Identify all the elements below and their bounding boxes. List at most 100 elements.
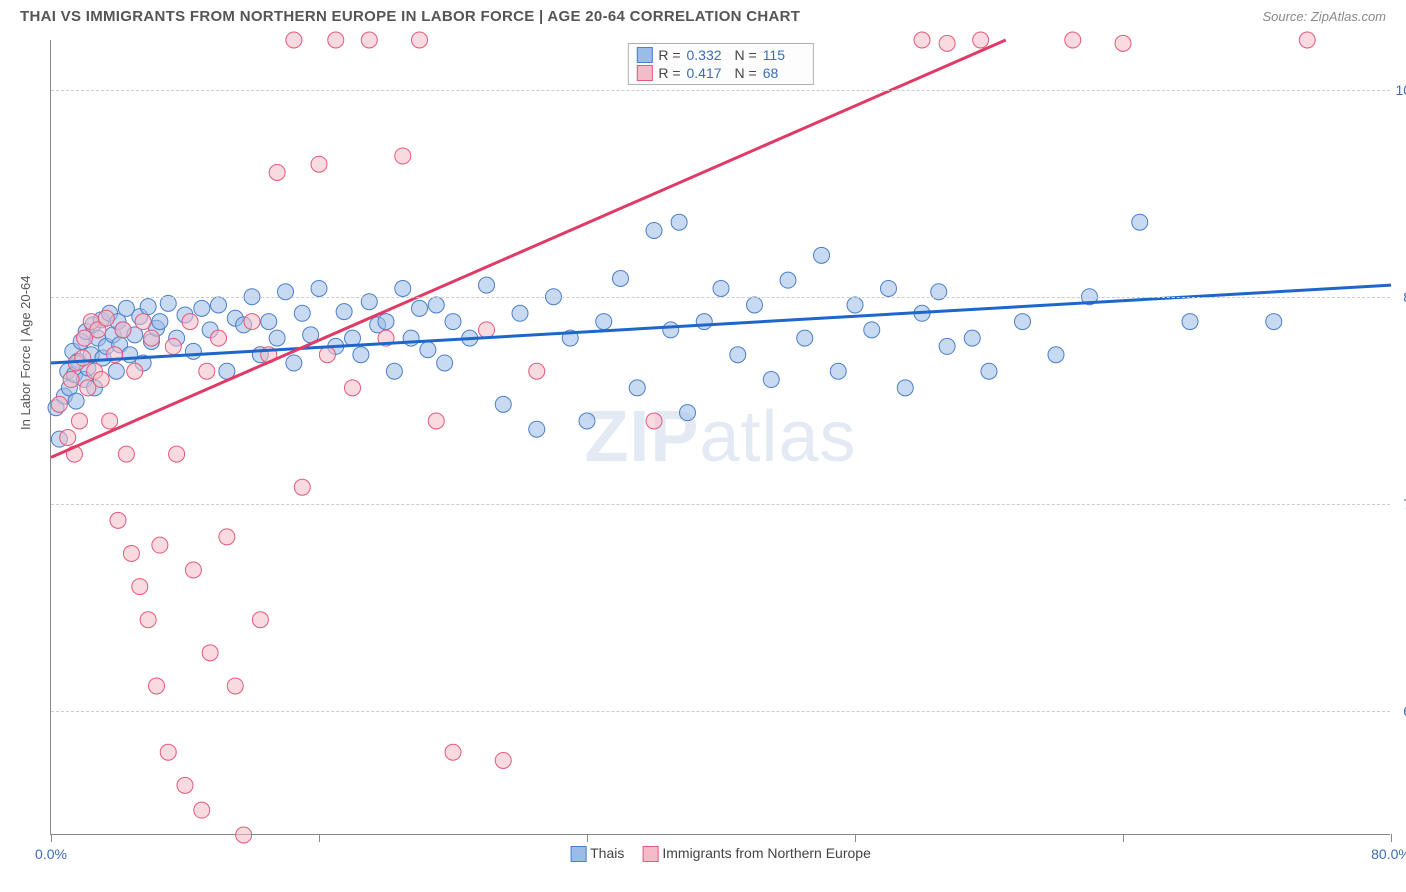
gridline-h (51, 90, 1390, 91)
chart-title: THAI VS IMMIGRANTS FROM NORTHERN EUROPE … (20, 8, 800, 25)
legend-row-thais: R = 0.332 N = 115 (636, 46, 804, 64)
data-point (261, 314, 277, 330)
data-point (981, 363, 997, 379)
legend-item-ne: Immigrants from Northern Europe (642, 845, 871, 862)
data-point (428, 413, 444, 429)
data-point (1015, 314, 1031, 330)
data-point (529, 363, 545, 379)
data-point (102, 413, 118, 429)
data-point (395, 148, 411, 164)
data-point (75, 350, 91, 366)
data-point (964, 330, 980, 346)
data-point (227, 678, 243, 694)
x-tick-label: 0.0% (35, 846, 67, 862)
data-point (881, 280, 897, 296)
data-point (428, 297, 444, 313)
data-point (897, 380, 913, 396)
data-point (629, 380, 645, 396)
data-point (115, 322, 131, 338)
swatch-thais-icon (570, 846, 586, 862)
data-point (412, 32, 428, 48)
data-point (646, 222, 662, 238)
data-point (202, 645, 218, 661)
data-point (244, 314, 260, 330)
data-point (437, 355, 453, 371)
legend-row-ne: R = 0.417 N = 68 (636, 64, 804, 82)
data-point (378, 314, 394, 330)
data-point (169, 446, 185, 462)
data-point (1132, 214, 1148, 230)
data-point (1299, 32, 1315, 48)
legend-item-thais: Thais (570, 845, 624, 862)
data-point (98, 310, 114, 326)
data-point (830, 363, 846, 379)
data-point (713, 280, 729, 296)
data-point (152, 537, 168, 553)
data-point (60, 430, 76, 446)
data-point (445, 744, 461, 760)
data-point (211, 330, 227, 346)
x-tick (855, 834, 856, 842)
x-tick (319, 834, 320, 842)
data-point (108, 363, 124, 379)
data-point (395, 280, 411, 296)
gridline-h (51, 504, 1390, 505)
data-point (294, 305, 310, 321)
data-point (194, 300, 210, 316)
data-point (596, 314, 612, 330)
data-point (495, 752, 511, 768)
x-tick-label: 80.0% (1371, 846, 1406, 862)
y-tick-label: 75.0% (1401, 496, 1406, 512)
data-point (763, 372, 779, 388)
correlation-legend: R = 0.332 N = 115 R = 0.417 N = 68 (627, 43, 813, 85)
data-point (495, 396, 511, 412)
data-point (847, 297, 863, 313)
data-point (177, 777, 193, 793)
data-point (671, 214, 687, 230)
data-point (152, 314, 168, 330)
data-point (1048, 347, 1064, 363)
data-point (696, 314, 712, 330)
chart-plot-area: ZIPatlas R = 0.332 N = 115 R = 0.417 N =… (50, 40, 1390, 835)
data-point (939, 35, 955, 51)
gridline-h (51, 297, 1390, 298)
data-point (311, 280, 327, 296)
data-point (135, 314, 151, 330)
data-point (93, 372, 109, 388)
y-tick-label: 87.5% (1401, 289, 1406, 305)
data-point (140, 612, 156, 628)
data-point (797, 330, 813, 346)
swatch-ne (636, 65, 652, 81)
data-point (353, 347, 369, 363)
data-point (613, 271, 629, 287)
source-label: Source: ZipAtlas.com (1262, 9, 1386, 24)
gridline-h (51, 711, 1390, 712)
data-point (63, 372, 79, 388)
scatter-svg (51, 40, 1390, 834)
data-point (914, 32, 930, 48)
series-legend: Thais Immigrants from Northern Europe (570, 845, 871, 862)
data-point (529, 421, 545, 437)
data-point (1266, 314, 1282, 330)
data-point (479, 322, 495, 338)
data-point (199, 363, 215, 379)
data-point (1065, 32, 1081, 48)
data-point (319, 347, 335, 363)
data-point (579, 413, 595, 429)
data-point (420, 342, 436, 358)
y-tick-label: 62.5% (1401, 703, 1406, 719)
data-point (479, 277, 495, 293)
data-point (646, 413, 662, 429)
data-point (123, 545, 139, 561)
data-point (132, 579, 148, 595)
data-point (345, 380, 361, 396)
data-point (71, 413, 87, 429)
data-point (294, 479, 310, 495)
x-tick (1123, 834, 1124, 842)
data-point (939, 338, 955, 354)
data-point (182, 314, 198, 330)
trend-line (51, 40, 1006, 457)
data-point (512, 305, 528, 321)
data-point (160, 295, 176, 311)
data-point (361, 32, 377, 48)
